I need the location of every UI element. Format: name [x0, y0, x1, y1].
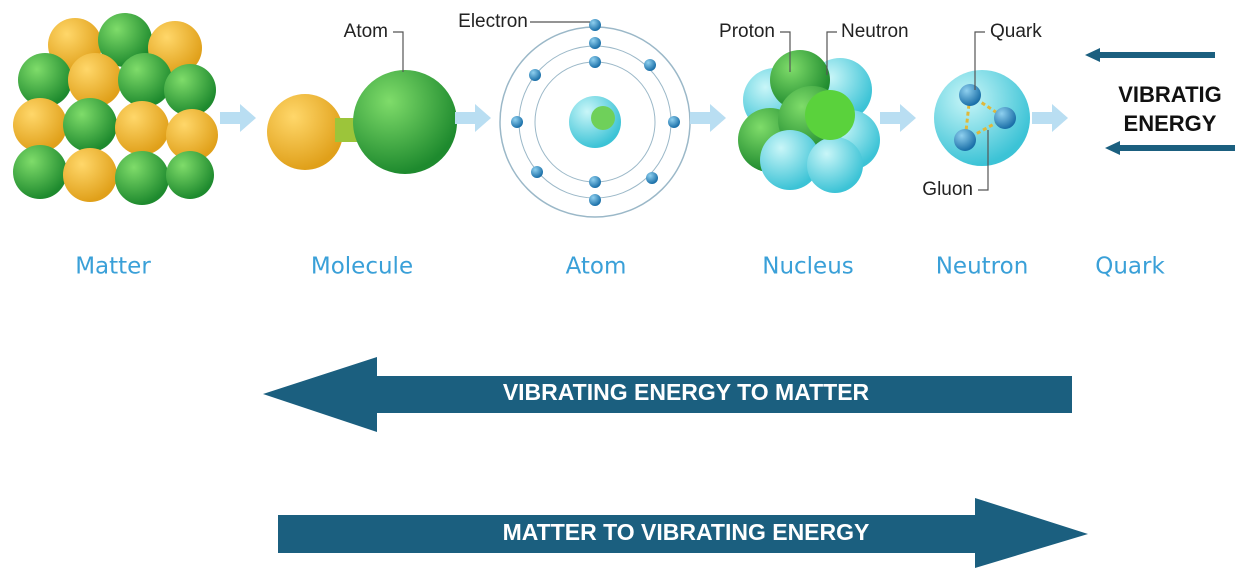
leader-line — [978, 130, 989, 191]
neutron-illustration — [934, 70, 1030, 166]
stage-label: Molecule — [311, 254, 413, 280]
arrow-label: MATTER TO VIBRATING ENERGY — [503, 519, 870, 545]
callout: Atom — [344, 21, 388, 42]
leader-line — [393, 31, 404, 72]
matter-illustration — [13, 13, 218, 205]
big-arrow-left — [263, 357, 1072, 432]
stage-label: Nucleus — [762, 254, 854, 280]
callout: Quark — [990, 21, 1042, 42]
step-arrow — [880, 104, 916, 132]
nucleus-illustration — [738, 50, 880, 193]
callout: Proton — [719, 21, 775, 42]
arrow-label: VIBRATING ENERGY TO MATTER — [503, 379, 870, 405]
side-note: ENERGY — [1124, 111, 1217, 136]
big-arrow-right — [278, 498, 1088, 568]
step-arrow — [220, 104, 256, 132]
leader-line — [974, 31, 985, 90]
callout: Gluon — [922, 179, 973, 200]
leader-line — [826, 31, 837, 75]
stage-label: Atom — [566, 254, 627, 280]
stage-label: Matter — [75, 254, 151, 280]
side-note: VIBRATIG — [1118, 82, 1221, 107]
side-arrow — [1105, 141, 1235, 155]
atom-illustration — [499, 19, 691, 218]
step-arrow — [690, 104, 726, 132]
stage-label: Neutron — [936, 254, 1029, 280]
molecule-illustration — [267, 70, 457, 174]
callout: Electron — [458, 11, 528, 32]
step-arrow — [455, 104, 491, 132]
side-arrow — [1085, 48, 1215, 62]
leader-line — [780, 31, 791, 72]
stage-label: Quark — [1095, 254, 1165, 280]
callout: Neutron — [841, 21, 909, 42]
step-arrow — [1032, 104, 1068, 132]
